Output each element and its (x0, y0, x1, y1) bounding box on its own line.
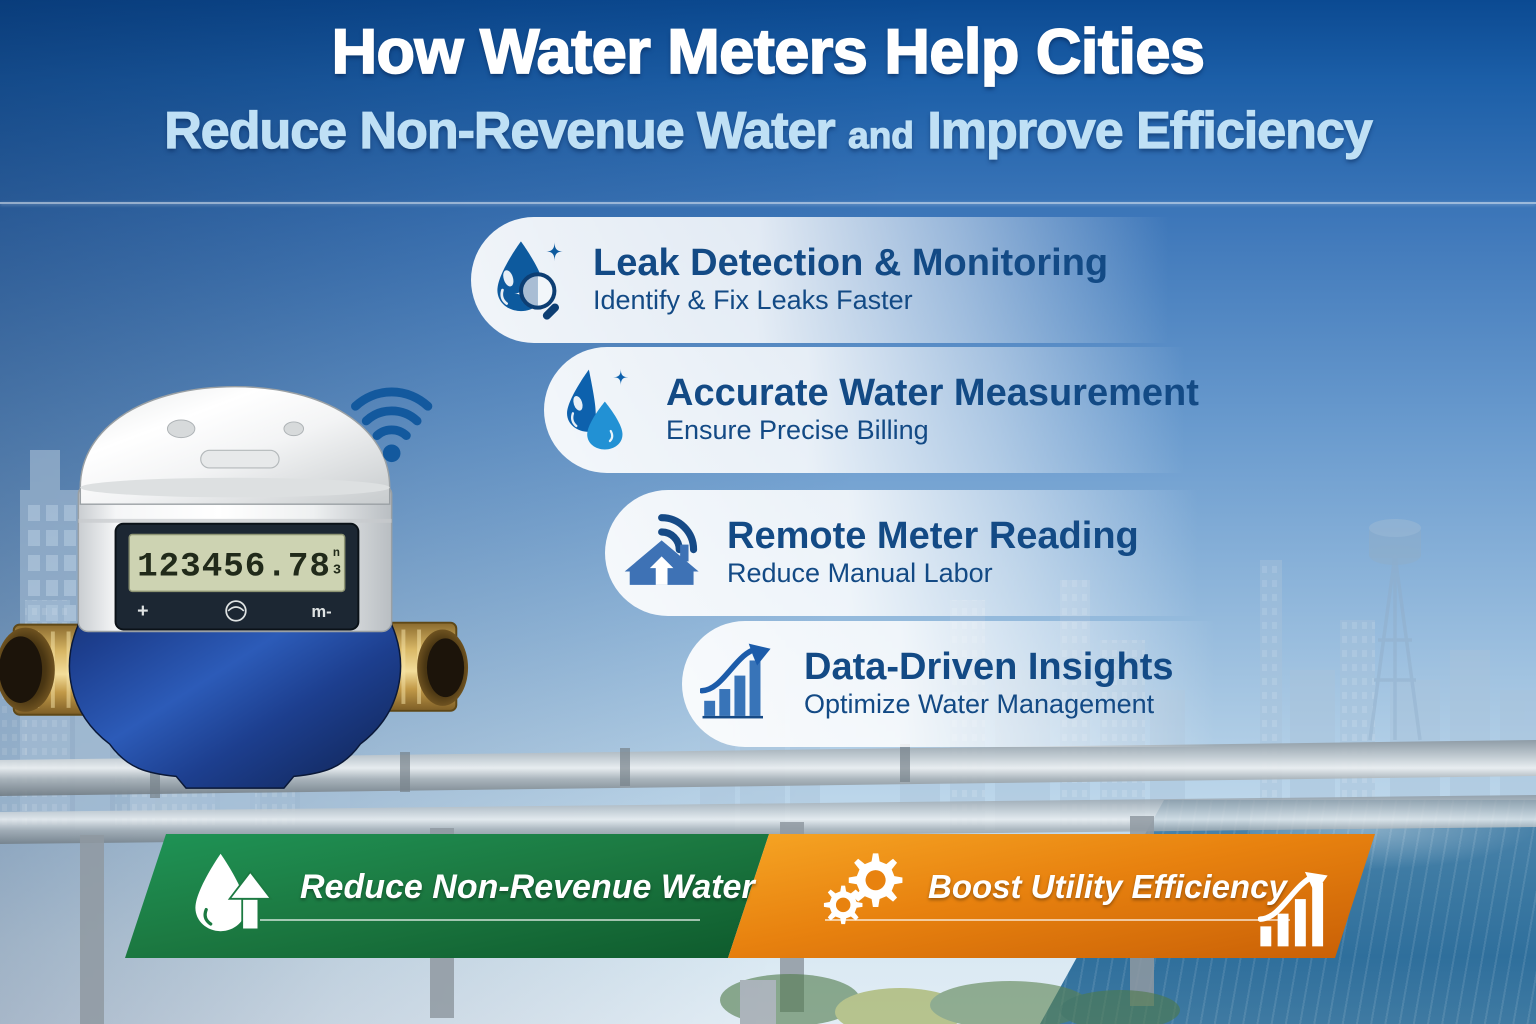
svg-text:+: + (137, 600, 148, 622)
svg-text:n: n (333, 546, 340, 560)
svg-text:123456.78: 123456.78 (137, 548, 331, 587)
svg-text:3: 3 (333, 564, 341, 579)
svg-text:m-: m- (311, 602, 331, 621)
